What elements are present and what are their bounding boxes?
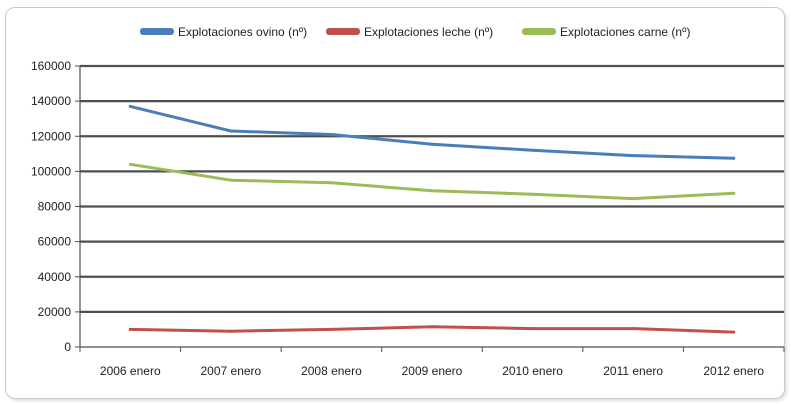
legend: Explotaciones ovino (nº) Explotaciones le…: [140, 25, 690, 39]
data-point: [531, 327, 535, 331]
gridlines: [80, 64, 784, 313]
data-point: [631, 154, 635, 158]
data-point: [631, 327, 635, 331]
y-tick-label: 120000: [31, 129, 71, 143]
y-tick-label: 40000: [38, 270, 72, 284]
series-lines: [128, 104, 736, 334]
y-tick-label: 20000: [38, 305, 72, 319]
data-point: [329, 132, 333, 136]
legend-swatch: [522, 28, 556, 35]
y-tick-label: 100000: [31, 164, 71, 178]
y-axis-ticks: 0 20000 40000 60000 80000 100000 120000 140000 1…: [31, 59, 80, 354]
legend-label: Explotaciones leche (nº): [364, 25, 493, 39]
data-point: [128, 162, 132, 166]
data-point: [430, 189, 434, 193]
series-line-3: [128, 162, 736, 201]
y-tick-label: 0: [64, 340, 71, 354]
legend-swatch: [140, 28, 174, 35]
data-point: [631, 197, 635, 201]
data-point: [430, 325, 434, 329]
data-point: [531, 192, 535, 196]
x-tick-label: 2010 enero: [502, 364, 563, 378]
data-point: [128, 327, 132, 331]
x-axis-ticks: 2006 enero 2007 enero 2008 enero 2009 enero…: [79, 347, 785, 378]
data-point: [229, 178, 233, 182]
data-point: [329, 327, 333, 331]
y-tick-label: 160000: [31, 59, 71, 73]
data-point: [732, 156, 736, 160]
x-tick-label: 2012 enero: [703, 364, 764, 378]
data-point: [128, 104, 132, 108]
data-point: [229, 129, 233, 133]
series-line-1: [128, 104, 736, 160]
chart-frame: [5, 7, 785, 399]
x-tick-label: 2007 enero: [200, 364, 261, 378]
y-tick-label: 60000: [38, 235, 72, 249]
data-point: [732, 330, 736, 334]
legend-label: Explotaciones ovino (nº): [178, 25, 307, 39]
x-tick-label: 2009 enero: [402, 364, 463, 378]
x-tick-label: 2011 enero: [603, 364, 663, 378]
x-tick-label: 2006 enero: [100, 364, 161, 378]
data-point: [329, 181, 333, 185]
x-tick-label: 2008 enero: [301, 364, 362, 378]
y-tick-label: 140000: [31, 94, 71, 108]
y-tick-label: 80000: [38, 200, 72, 214]
data-point: [229, 329, 233, 333]
legend-swatch: [326, 28, 360, 35]
data-point: [531, 148, 535, 152]
data-point: [732, 191, 736, 195]
data-point: [430, 142, 434, 146]
legend-label: Explotaciones carne (nº): [560, 25, 690, 39]
